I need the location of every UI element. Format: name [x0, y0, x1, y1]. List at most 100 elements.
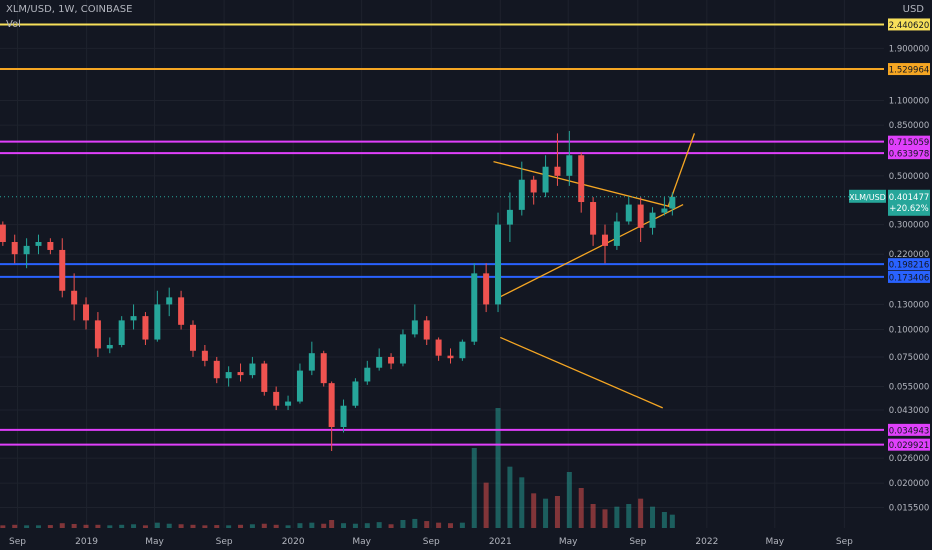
candle[interactable] [328, 381, 335, 452]
volume-bar [178, 524, 184, 528]
candle[interactable] [118, 316, 125, 348]
candle-body [0, 224, 6, 242]
time-tick-label: Sep [423, 537, 440, 547]
candle[interactable] [483, 263, 490, 313]
candle[interactable] [106, 337, 113, 354]
candle[interactable] [285, 395, 292, 411]
candle[interactable] [352, 378, 359, 408]
time-tick-label: May [765, 537, 784, 547]
volume-bar [273, 524, 279, 528]
candle[interactable] [530, 175, 537, 205]
price-tick-label: 0.850000 [889, 121, 930, 131]
volume-bar [59, 523, 65, 528]
candle-body [669, 196, 676, 209]
candle[interactable] [35, 234, 42, 255]
candle[interactable] [23, 238, 30, 269]
volume-bar [519, 477, 525, 528]
candle[interactable] [340, 399, 347, 433]
volume-bar [249, 524, 255, 528]
candle[interactable] [411, 304, 418, 338]
symbol-title[interactable]: XLM/USD, 1W, COINBASE [6, 4, 133, 15]
candle-body [94, 320, 101, 349]
volume-bar [447, 523, 453, 528]
candle[interactable] [142, 312, 149, 345]
candle[interactable] [637, 197, 644, 242]
volume-bar [543, 498, 549, 528]
volume-bar [388, 524, 394, 528]
candle[interactable] [625, 197, 632, 225]
candle[interactable] [83, 297, 90, 330]
candle[interactable] [11, 234, 18, 264]
volume-bar [154, 522, 160, 528]
candle[interactable] [613, 212, 620, 250]
candle[interactable] [201, 344, 208, 367]
volume-bar [459, 522, 465, 528]
candle[interactable] [225, 366, 232, 387]
candle[interactable] [189, 320, 196, 357]
candle[interactable] [661, 197, 668, 216]
price-tick-label: 0.020000 [889, 479, 930, 489]
candle[interactable] [649, 207, 656, 235]
candle[interactable] [435, 337, 442, 361]
candle-body [601, 234, 608, 246]
candle[interactable] [495, 212, 502, 313]
time-tick-label: May [352, 537, 371, 547]
candle[interactable] [423, 316, 430, 345]
time-tick-label: Sep [629, 537, 646, 547]
candle[interactable] [542, 155, 549, 198]
candle[interactable] [459, 339, 466, 361]
candle-body [225, 372, 232, 379]
candle[interactable] [578, 152, 585, 213]
candle[interactable] [94, 312, 101, 357]
candle[interactable] [47, 238, 54, 255]
candle[interactable] [320, 350, 327, 387]
volume-bar [131, 524, 137, 528]
candle-body [566, 155, 573, 176]
candle[interactable] [296, 363, 303, 404]
symbol-badge [849, 189, 886, 203]
candle[interactable] [376, 348, 383, 371]
candle[interactable] [71, 273, 78, 321]
volume-bar [626, 504, 632, 528]
candle-body [261, 363, 268, 392]
trendline[interactable] [500, 336, 663, 409]
candle[interactable] [388, 353, 395, 370]
candle[interactable] [554, 133, 561, 186]
candle-body [166, 297, 173, 305]
candle[interactable] [364, 360, 371, 385]
candle[interactable] [59, 238, 66, 298]
candle[interactable] [130, 304, 137, 330]
candle-body [399, 334, 406, 364]
level-label: 0.633978 [889, 150, 930, 160]
volume-bar [424, 521, 430, 528]
candle[interactable] [601, 224, 608, 264]
candle[interactable] [566, 130, 573, 186]
candle[interactable] [447, 348, 454, 364]
level-label: 1.529964 [889, 66, 930, 76]
candle-body [661, 208, 668, 213]
volume-bar [614, 506, 620, 528]
volume-bar [71, 524, 77, 528]
candle[interactable] [213, 356, 220, 384]
candle[interactable] [154, 290, 161, 342]
candle[interactable] [506, 192, 513, 242]
volume-bar [352, 523, 358, 528]
candle[interactable] [590, 197, 597, 246]
time-axis-panel[interactable] [0, 530, 932, 550]
candle-body [376, 356, 383, 368]
candle[interactable] [166, 287, 173, 317]
candle[interactable] [471, 263, 478, 345]
candle[interactable] [273, 386, 280, 411]
candle[interactable] [178, 290, 185, 330]
candle[interactable] [0, 221, 6, 246]
candle[interactable] [308, 341, 315, 376]
candle[interactable] [399, 329, 406, 367]
price-axis-ticks: 1.900000 1.100000 0.850000 0.500000 0.300000… [889, 44, 930, 513]
candle[interactable] [261, 360, 268, 396]
candle[interactable] [518, 161, 525, 216]
candle[interactable] [237, 363, 244, 382]
volume-bar [214, 525, 220, 528]
candle[interactable] [249, 356, 256, 379]
